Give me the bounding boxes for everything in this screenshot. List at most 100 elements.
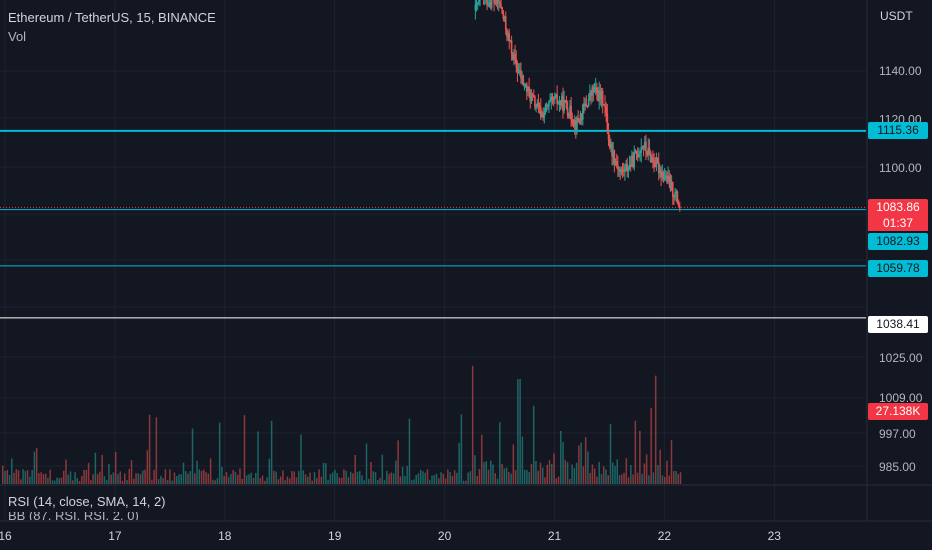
volume-bar — [67, 474, 70, 484]
volume-bar — [327, 479, 329, 484]
volume-bar — [103, 476, 106, 484]
candle-body — [677, 203, 680, 207]
candle-body — [517, 71, 520, 73]
candle-body — [501, 7, 504, 14]
volume-bar — [505, 467, 508, 484]
volume-bar — [413, 479, 415, 484]
symbol-title[interactable]: Ethereum / TetherUS, 15, BINANCE — [8, 10, 216, 25]
support-1-price-tag: 1082.93 — [868, 233, 928, 250]
volume-bar — [379, 477, 381, 484]
volume-bar — [612, 462, 614, 484]
candle-body — [496, 0, 499, 2]
bb-legend[interactable]: BB (87, RSI, RSI, 2, 0) — [8, 512, 139, 520]
candle-body — [608, 140, 611, 148]
candle-body — [674, 192, 676, 197]
candle-body — [638, 154, 640, 158]
candle-body — [625, 163, 627, 167]
volume-bar — [58, 478, 60, 484]
volume-bar — [307, 476, 309, 484]
candle-body — [673, 196, 675, 198]
volume-bar — [584, 437, 587, 484]
candle-body — [521, 75, 523, 79]
volume-bar — [659, 449, 661, 484]
volume-bar — [487, 469, 490, 484]
volume-bar — [185, 471, 187, 484]
candle-body — [529, 91, 532, 102]
volume-bar — [157, 479, 160, 484]
time-tick-label: 17 — [108, 529, 122, 543]
volume-bar — [329, 474, 332, 484]
candle-body — [624, 166, 626, 172]
candle-body — [544, 105, 547, 113]
volume-bar — [679, 472, 682, 484]
candle-body — [611, 143, 613, 157]
volume-bar — [580, 442, 582, 484]
grid — [0, 0, 866, 521]
candle-body — [555, 94, 557, 96]
volume-bar — [361, 475, 363, 484]
candle-body — [601, 91, 604, 105]
volume-bar — [541, 467, 544, 484]
volume-bar — [560, 430, 562, 484]
candle-body — [596, 87, 598, 94]
candle-body — [650, 157, 653, 163]
volume-bar — [318, 469, 320, 484]
candle-body — [629, 164, 632, 167]
candle-body — [597, 93, 599, 102]
volume-bar — [8, 474, 11, 484]
volume-bar — [602, 466, 605, 484]
volume-bar — [243, 415, 246, 484]
volume-bar — [72, 480, 74, 484]
volume-bar — [372, 471, 375, 484]
volume-bar — [230, 473, 232, 484]
volume-bar — [13, 472, 15, 484]
volume-bar — [105, 479, 108, 484]
candle-body — [559, 100, 562, 106]
volume-bar — [270, 420, 273, 484]
candle-body — [572, 123, 575, 126]
time-axis[interactable]: 16 17 18 19 20 21 22 23 — [0, 529, 781, 543]
volume-bar — [96, 474, 99, 484]
candle-body — [490, 0, 493, 8]
volume-bar — [139, 474, 142, 484]
candle-body — [621, 169, 624, 171]
candle-body — [618, 169, 620, 171]
candle-body — [633, 153, 636, 168]
volume-bar — [532, 405, 535, 484]
volume-bar — [261, 475, 264, 484]
volume-bar — [187, 473, 189, 484]
volume-legend[interactable]: Vol — [8, 29, 27, 44]
volume-bar — [675, 470, 677, 484]
volume-bar — [236, 474, 239, 484]
candle-body — [600, 91, 603, 99]
volume-bar — [354, 455, 356, 484]
volume-bar — [151, 479, 153, 484]
candle-body — [610, 143, 612, 148]
volume-bar — [383, 480, 386, 484]
candle-body — [513, 53, 515, 60]
volume-bar — [90, 480, 92, 484]
volume-bar — [33, 451, 36, 484]
volume-bar — [345, 470, 347, 484]
volume-bar — [282, 470, 284, 484]
volume-bar — [368, 478, 370, 484]
candle-body — [550, 96, 553, 101]
volume-bar — [496, 478, 499, 484]
volume-bar — [311, 480, 314, 484]
volume-bar — [630, 464, 632, 484]
price-tick-label: 985.00 — [879, 460, 916, 474]
candle-body — [537, 103, 540, 106]
volume-bar — [47, 477, 49, 484]
candle-body — [493, 0, 495, 3]
candle-body — [558, 100, 561, 103]
candle-body — [640, 147, 643, 153]
rsi-legend[interactable]: RSI (14, close, SMA, 14, 2) — [8, 494, 166, 509]
volume-bar — [551, 463, 553, 484]
volume-bar — [297, 471, 300, 484]
currency-label: USDT — [880, 9, 913, 23]
volume-bar — [381, 454, 384, 484]
volume-bar — [431, 475, 433, 484]
volume-bar — [169, 469, 171, 484]
volume-bar — [374, 472, 377, 484]
